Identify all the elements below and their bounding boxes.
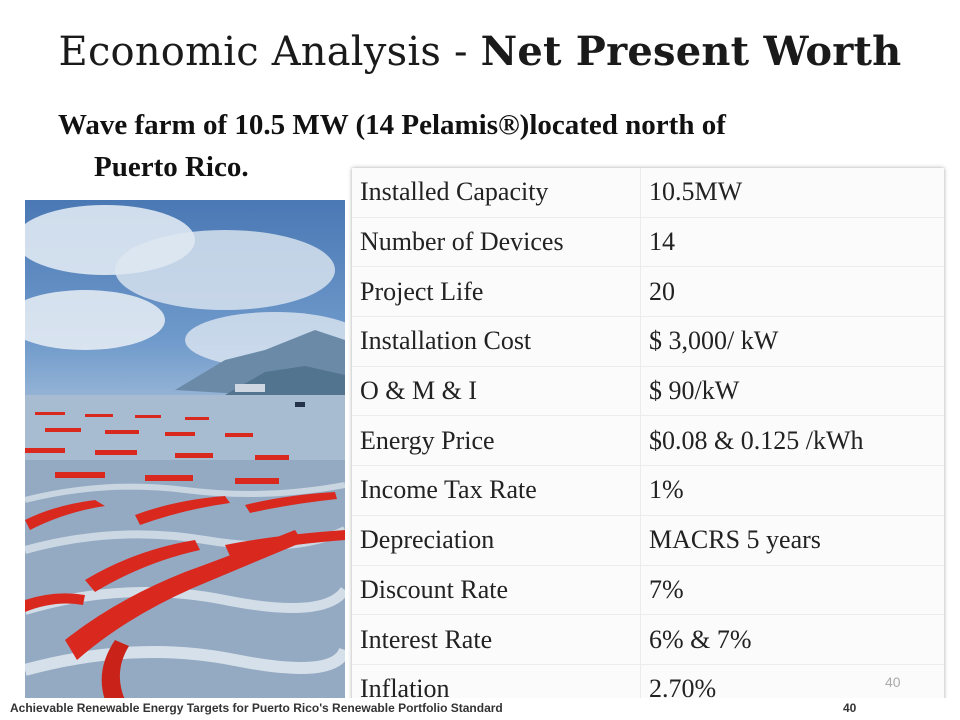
parameter-label: Energy Price bbox=[352, 415, 641, 467]
subtitle: Wave farm of 10.5 MW (14 Pelamis®)locate… bbox=[58, 104, 918, 188]
parameter-label: Installed Capacity bbox=[352, 168, 641, 218]
parameter-value: 6% & 7% bbox=[640, 614, 944, 665]
parameter-row: Number of Devices 14 bbox=[352, 217, 944, 268]
slide-title: Economic Analysis - Net Present Worth bbox=[0, 28, 960, 75]
parameter-label: Discount Rate bbox=[352, 565, 641, 616]
page-number: 40 bbox=[885, 674, 901, 690]
parameter-label: Interest Rate bbox=[352, 614, 641, 665]
parameter-label: O & M & I bbox=[352, 366, 641, 417]
parameter-value: 1% bbox=[640, 465, 944, 516]
parameter-value: $ 90/kW bbox=[640, 366, 944, 417]
footer: Achievable Renewable Energy Targets for … bbox=[0, 698, 960, 720]
parameter-row: Interest Rate 6% & 7% bbox=[352, 614, 944, 665]
parameter-row: Energy Price $0.08 & 0.125 /kWh bbox=[352, 415, 944, 467]
parameter-value: $ 3,000/ kW bbox=[640, 316, 944, 367]
parameter-value: $0.08 & 0.125 /kWh bbox=[640, 415, 944, 467]
parameter-label: Project Life bbox=[352, 266, 641, 318]
parameter-row: Project Life 20 bbox=[352, 266, 944, 318]
parameter-row: Depreciation MACRS 5 years bbox=[352, 515, 944, 566]
title-prefix: Economic Analysis - bbox=[58, 29, 481, 75]
subtitle-line1: Wave farm of 10.5 MW (14 Pelamis®)locate… bbox=[58, 109, 726, 141]
subtitle-line2: Puerto Rico. bbox=[94, 151, 249, 183]
parameter-label: Depreciation bbox=[352, 515, 641, 566]
parameter-value: 20 bbox=[640, 266, 944, 318]
parameter-row: Installation Cost $ 3,000/ kW bbox=[352, 316, 944, 367]
wave-farm-illustration bbox=[25, 205, 345, 700]
parameter-value: 7% bbox=[640, 565, 944, 616]
parameters-table: Installed Capacity 10.5MW Number of Device… bbox=[352, 168, 944, 715]
wave-farm-photo bbox=[25, 200, 345, 700]
parameter-value: MACRS 5 years bbox=[640, 515, 944, 566]
parameter-label: Installation Cost bbox=[352, 316, 641, 367]
footer-page-number: 40 bbox=[843, 701, 857, 715]
parameter-value: 10.5MW bbox=[640, 168, 944, 218]
parameter-label: Income Tax Rate bbox=[352, 465, 641, 516]
footer-text: Achievable Renewable Energy Targets for … bbox=[10, 701, 503, 715]
parameter-row: O & M & I $ 90/kW bbox=[352, 366, 944, 417]
parameter-label: Number of Devices bbox=[352, 217, 641, 268]
parameter-row: Income Tax Rate 1% bbox=[352, 465, 944, 516]
parameter-value: 14 bbox=[640, 217, 944, 268]
parameter-row: Installed Capacity 10.5MW bbox=[352, 168, 944, 218]
parameter-row: Discount Rate 7% bbox=[352, 565, 944, 616]
title-bold: Net Present Worth bbox=[480, 28, 902, 75]
